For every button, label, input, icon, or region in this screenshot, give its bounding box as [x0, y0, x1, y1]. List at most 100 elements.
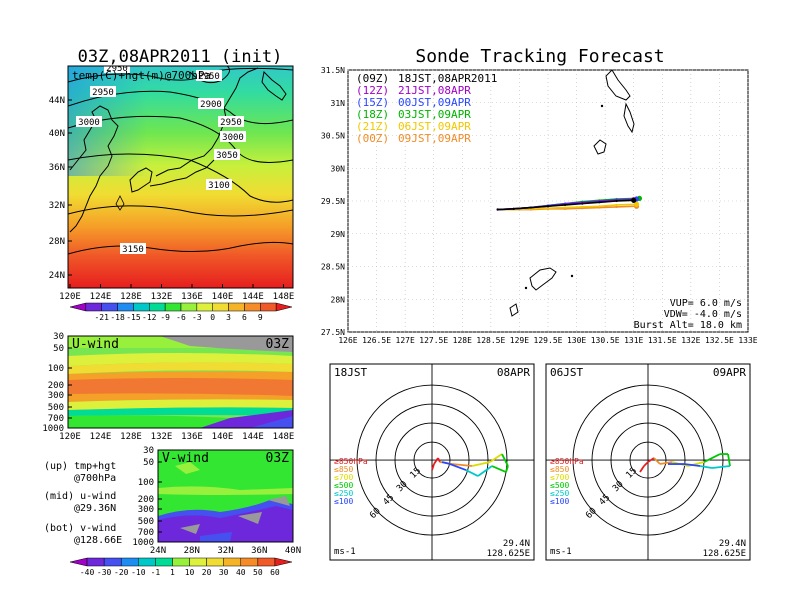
- hodo-time: 18JST: [334, 366, 367, 379]
- u-pressure-tick: 200: [48, 381, 64, 391]
- map-lat-tick: 44N: [49, 96, 65, 106]
- wind-colorbar-label: -20: [114, 568, 129, 577]
- contour-label: 3000: [76, 116, 102, 128]
- v-lat-tick: 36N: [251, 546, 267, 556]
- contour-label: 3000: [220, 131, 246, 143]
- map-lon-tick: 132E: [151, 292, 173, 302]
- colorbar-label: -3: [192, 313, 202, 322]
- wind-colorbar-label: 1: [170, 568, 175, 577]
- desc-up-line1: (up) tmp+hgt: [44, 461, 116, 472]
- wind-colorbar-swatch: [120, 557, 139, 567]
- wind-colorbar: -40 -30 -20 -10 -1 1 10 20 30 40 50 60: [69, 557, 293, 577]
- wind-colorbar-swatch: [69, 557, 88, 567]
- v-lat-tick: 24N: [150, 546, 166, 556]
- track-lat-tick: 28.5N: [321, 263, 345, 272]
- track-point: [615, 199, 618, 203]
- track-params: VUP= 6.0 m/s VDW= -4.0 m/s Burst Alt= 18…: [634, 298, 742, 331]
- map-lon-tick: 128E: [120, 292, 142, 302]
- track-legend: (09Z) 18JST,08APR2011 (12Z) 21JST,08APR (15Z…: [356, 72, 497, 145]
- track-legend-time: 18JST,08APR2011: [398, 72, 497, 85]
- u-lon-tick: 120E: [59, 432, 81, 442]
- hodo-trace: [437, 457, 441, 463]
- hodo-legend-label: ≤700: [550, 473, 569, 482]
- hodo-legend-label: ≤100: [334, 497, 353, 506]
- desc-mid-line2: @29.36N: [74, 503, 116, 514]
- wind-colorbar-label: -10: [131, 568, 146, 577]
- u-lon-tick: 144E: [242, 432, 264, 442]
- desc-bot-line2: @128.66E: [74, 535, 122, 546]
- hodo-trace: [451, 463, 473, 467]
- svg-text:3150: 3150: [122, 245, 144, 255]
- hodo-legend-label: ≤100: [550, 497, 569, 506]
- islands: [509, 69, 635, 317]
- hodo-trace: [711, 465, 731, 469]
- svg-text:2950: 2950: [198, 72, 220, 82]
- wind-colorbar-swatch: [138, 557, 156, 567]
- hodo-unit: ms-1: [334, 547, 356, 557]
- contour-label: 2900: [198, 98, 224, 110]
- map-lat-tick: 40N: [49, 129, 65, 139]
- u-pressure-tick: 30: [53, 332, 64, 342]
- track-lon-tick: 132E: [681, 336, 700, 345]
- v-pressure-tick: 1000: [132, 538, 154, 548]
- u-pressure-tick: 1000: [42, 424, 64, 434]
- svg-text:2900: 2900: [200, 100, 222, 110]
- u-pressure-tick: 500: [48, 403, 64, 413]
- map-lon-tick: 136E: [181, 292, 203, 302]
- contour-label: 2950: [90, 86, 116, 98]
- v-wind-time: 03Z: [266, 451, 290, 466]
- contour-label: 3150: [120, 243, 146, 255]
- v-pressure-tick: 100: [138, 478, 154, 488]
- svg-text:2950: 2950: [106, 64, 128, 74]
- track-point: [496, 208, 499, 211]
- wind-colorbar-swatch: [223, 557, 242, 567]
- hodo-legend-label: ≤500: [334, 481, 353, 490]
- track-lon-tick: 131.5E: [648, 336, 677, 345]
- wind-colorbar-label: -1: [151, 568, 161, 577]
- track-legend-code: (09Z): [356, 72, 389, 85]
- track-point: [529, 206, 532, 209]
- colorbar-label: -6: [176, 313, 186, 322]
- hodo-lat: 29.4N: [503, 539, 530, 549]
- v-pressure-tick: 300: [138, 505, 154, 515]
- hodo-lat: 29.4N: [719, 539, 746, 549]
- track-lon-tick: 126E: [338, 336, 357, 345]
- hodo-trace: [727, 453, 731, 467]
- hodo-trace: [471, 461, 491, 467]
- colorbar-swatch: [196, 302, 213, 312]
- contour-line: [68, 205, 293, 217]
- track-legend-time: 06JST,09APR: [398, 120, 471, 133]
- wind-colorbar-swatch: [206, 557, 224, 567]
- map-lon-tick: 120E: [59, 292, 81, 302]
- colorbar-label: -18: [110, 313, 125, 322]
- u-lon-tick: 136E: [181, 432, 203, 442]
- track-lon-tick: 129E: [510, 336, 529, 345]
- track-point: [615, 203, 618, 207]
- hodo-trace: [433, 457, 439, 465]
- v-wind-label: V-wind: [162, 451, 209, 466]
- wind-colorbar-label: 30: [219, 568, 229, 577]
- desc-mid-line1: (mid) u-wind: [44, 491, 116, 502]
- hodo-trace: [431, 463, 435, 471]
- track-lon-tick: 128E: [453, 336, 472, 345]
- colorbar-swatch: [164, 302, 182, 312]
- wind-colorbar-label: 20: [202, 568, 212, 577]
- u-lon-tick: 124E: [90, 432, 112, 442]
- left-title: 03Z,08APR2011 (init): [78, 47, 283, 67]
- hodo-trace: [647, 457, 655, 463]
- svg-text:2950: 2950: [220, 118, 242, 128]
- track-point: [512, 207, 515, 210]
- wind-colorbar-label: -30: [97, 568, 112, 577]
- map-panel: 2950 2950 2900 2950 3000 3000 3050 3100 …: [49, 64, 294, 302]
- hodo-trace: [703, 453, 721, 463]
- track-legend-code: (00Z): [356, 132, 389, 145]
- track-point: [546, 205, 550, 208]
- map-lat-tick: 36N: [49, 163, 65, 173]
- colorbar-swatch: [260, 302, 277, 312]
- wind-colorbar-swatch: [189, 557, 207, 567]
- v-lat-tick: 28N: [184, 546, 200, 556]
- hodo-legend-label: ≥850hPa: [550, 457, 584, 466]
